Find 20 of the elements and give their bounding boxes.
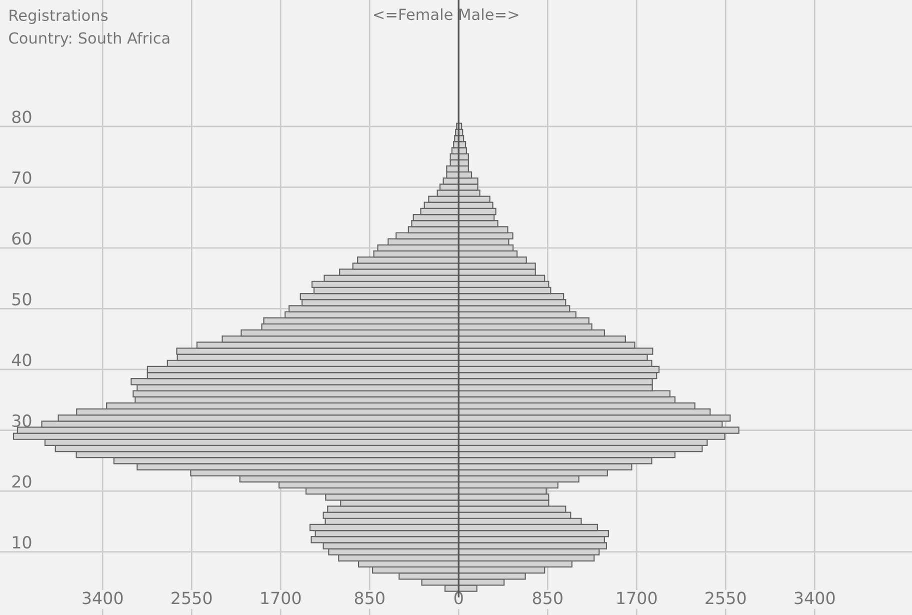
x-tick-label: 3400 bbox=[794, 592, 835, 604]
x-tick-label: 0 bbox=[454, 592, 463, 604]
text: Registrations bbox=[10, 9, 108, 24]
x-tick-label: 1700 bbox=[261, 592, 301, 604]
x-tick-label: 3400 bbox=[82, 592, 123, 604]
text: Country: South Africa bbox=[9, 32, 170, 47]
y-tick-label: 70 bbox=[12, 171, 32, 184]
y-tick-label: 80 bbox=[12, 110, 32, 124]
x-axis-title: <=Female Male=> bbox=[374, 8, 518, 20]
x-tick-label: 850 bbox=[354, 592, 384, 604]
y-tick-label: 40 bbox=[12, 354, 32, 366]
y-tick-label: 50 bbox=[12, 292, 32, 306]
x-tick-label: 1700 bbox=[617, 592, 657, 604]
x-tick-label: 2550 bbox=[172, 592, 212, 604]
y-tick-label: 20 bbox=[12, 475, 32, 488]
y-tick-label: 30 bbox=[12, 414, 32, 428]
y-tick-label: 10 bbox=[12, 536, 32, 549]
y-tick-label: 60 bbox=[12, 232, 32, 245]
x-tick-label: 850 bbox=[532, 592, 562, 604]
x-tick-label: 2550 bbox=[706, 592, 746, 604]
